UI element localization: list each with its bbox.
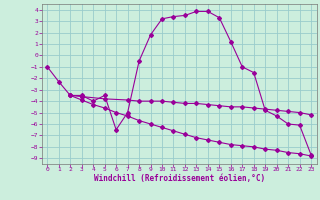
X-axis label: Windchill (Refroidissement éolien,°C): Windchill (Refroidissement éolien,°C) (94, 174, 265, 183)
